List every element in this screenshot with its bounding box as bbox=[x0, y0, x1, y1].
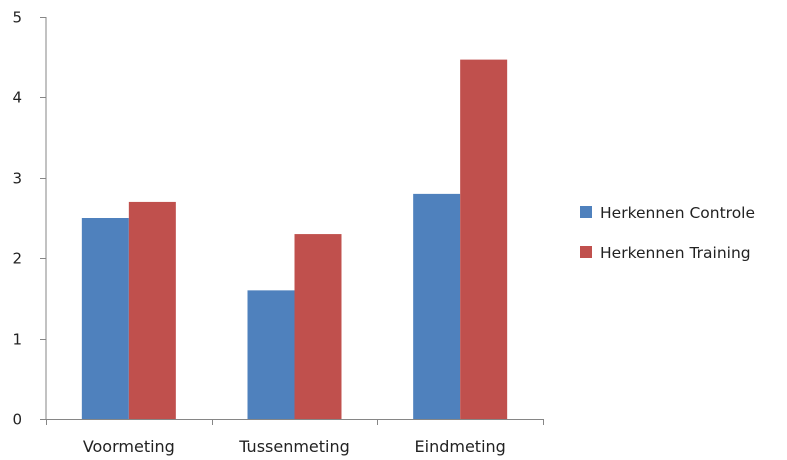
bar-training bbox=[294, 234, 342, 419]
x-axis: Voormeting Tussenmeting Eindmeting bbox=[40, 419, 544, 456]
y-tick-label: 0 bbox=[12, 411, 22, 429]
y-tick-label: 5 bbox=[12, 9, 22, 27]
y-tick-label: 2 bbox=[12, 250, 22, 268]
y-axis: 0 1 2 3 4 5 bbox=[12, 9, 47, 429]
y-tick-label: 1 bbox=[12, 331, 22, 349]
legend-swatch bbox=[580, 246, 592, 258]
bars bbox=[81, 59, 508, 419]
legend-label: Herkennen Training bbox=[600, 244, 751, 262]
bar-training bbox=[460, 59, 508, 419]
bar-controle bbox=[413, 193, 461, 419]
y-tick-label: 4 bbox=[12, 89, 22, 107]
bar-controle bbox=[247, 290, 295, 419]
x-category-label: Voormeting bbox=[83, 437, 175, 456]
bar-training bbox=[128, 201, 176, 419]
legend-label: Herkennen Controle bbox=[600, 204, 755, 222]
y-tick-label: 3 bbox=[12, 170, 22, 188]
legend-swatch bbox=[580, 206, 592, 218]
legend: Herkennen Controle Herkennen Training bbox=[580, 204, 755, 262]
x-category-label: Eindmeting bbox=[415, 437, 506, 456]
bar-controle bbox=[81, 218, 129, 419]
x-category-label: Tussenmeting bbox=[238, 437, 350, 456]
